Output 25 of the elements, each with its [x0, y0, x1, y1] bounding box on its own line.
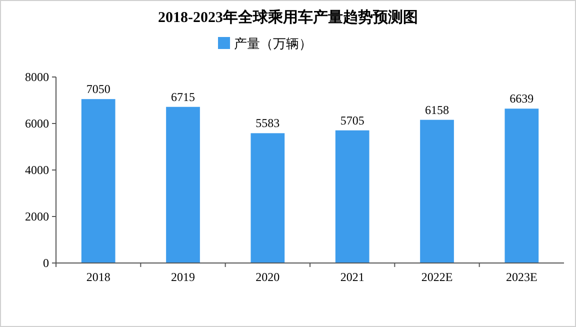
y-tick-label: 0	[43, 256, 49, 270]
data-label: 5583	[256, 116, 280, 130]
bar	[250, 133, 285, 263]
bar	[420, 120, 454, 263]
legend-label: 产量（万辆）	[234, 36, 312, 51]
y-tick-label: 8000	[25, 70, 49, 84]
x-tick-label: 2023E	[506, 270, 538, 284]
data-label: 6715	[171, 90, 195, 104]
x-tick-label: 2021	[340, 270, 364, 284]
x-tick-label: 2022E	[421, 270, 453, 284]
data-label: 7050	[86, 82, 110, 96]
bar	[81, 99, 116, 263]
x-tick-label: 2020	[256, 270, 280, 284]
y-tick-label: 2000	[25, 210, 49, 224]
bar	[335, 130, 370, 263]
x-tick-label: 2018	[86, 270, 110, 284]
data-label: 6639	[510, 92, 534, 106]
bar	[504, 108, 539, 263]
y-tick-label: 6000	[25, 116, 49, 130]
bar	[166, 106, 200, 263]
y-tick-label: 4000	[25, 163, 49, 177]
data-label: 5705	[340, 113, 364, 128]
x-tick-label: 2019	[171, 270, 195, 284]
data-label: 6158	[425, 102, 449, 117]
chart-title: 2018-2023年全球乘用车产量趋势预测图	[158, 8, 418, 26]
